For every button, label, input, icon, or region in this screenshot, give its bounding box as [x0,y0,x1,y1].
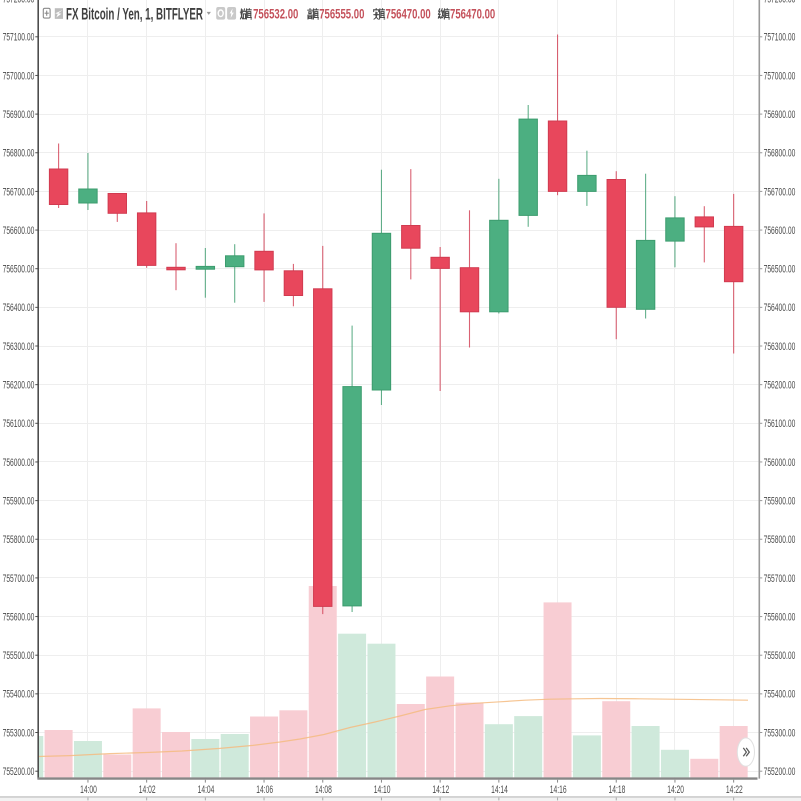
svg-text:756400.00: 756400.00 [764,302,796,314]
svg-text:14:20: 14:20 [667,783,684,795]
svg-text:14:18: 14:18 [609,783,626,795]
svg-text:755600.00: 755600.00 [3,611,35,623]
svg-text:757200.00: 757200.00 [764,0,796,5]
svg-text:14:14: 14:14 [491,783,508,795]
svg-text:756300.00: 756300.00 [3,340,35,352]
svg-text:755200.00: 755200.00 [3,765,35,777]
svg-text:757200.00: 757200.00 [3,0,35,5]
svg-text:755600.00: 755600.00 [764,611,796,623]
svg-text:757000.00: 757000.00 [764,70,796,82]
svg-text:755400.00: 755400.00 [3,688,35,700]
svg-text:756300.00: 756300.00 [764,340,796,352]
svg-text:14:08: 14:08 [315,783,332,795]
svg-text:14:22: 14:22 [726,783,743,795]
svg-text:755900.00: 755900.00 [3,495,35,507]
svg-text:755800.00: 755800.00 [764,533,796,545]
svg-text:14:02: 14:02 [139,783,156,795]
svg-text:14:10: 14:10 [374,783,391,795]
svg-text:756500.00: 756500.00 [3,263,35,275]
svg-text:756200.00: 756200.00 [3,379,35,391]
svg-text:14:06: 14:06 [256,783,273,795]
svg-text:756555.00: 756555.00 [319,6,364,22]
svg-text:756500.00: 756500.00 [764,263,796,275]
svg-text:756800.00: 756800.00 [764,147,796,159]
svg-text:755700.00: 755700.00 [3,572,35,584]
svg-text:756400.00: 756400.00 [3,302,35,314]
svg-text:755200.00: 755200.00 [764,765,796,777]
svg-text:FX Bitcoin / Yen, 1, BITFLYER: FX Bitcoin / Yen, 1, BITFLYER [66,4,203,24]
svg-text:756600.00: 756600.00 [764,224,796,236]
svg-text:756200.00: 756200.00 [764,379,796,391]
svg-text:756800.00: 756800.00 [3,147,35,159]
svg-text:756000.00: 756000.00 [3,456,35,468]
svg-text:756600.00: 756600.00 [3,224,35,236]
svg-text:757100.00: 757100.00 [764,31,796,43]
svg-text:757100.00: 757100.00 [3,31,35,43]
svg-text:755300.00: 755300.00 [764,727,796,739]
svg-text:755800.00: 755800.00 [3,533,35,545]
svg-text:14:00: 14:00 [80,783,97,795]
svg-text:756470.00: 756470.00 [450,6,495,22]
svg-text:756470.00: 756470.00 [386,6,431,22]
svg-text:14:12: 14:12 [432,783,449,795]
svg-text:755500.00: 755500.00 [3,649,35,661]
svg-text:755300.00: 755300.00 [3,727,35,739]
svg-text:756700.00: 756700.00 [764,186,796,198]
svg-text:756900.00: 756900.00 [3,108,35,120]
svg-text:755500.00: 755500.00 [764,649,796,661]
svg-text:756100.00: 756100.00 [3,418,35,430]
svg-text:14:16: 14:16 [550,783,567,795]
svg-text:756000.00: 756000.00 [764,456,796,468]
svg-text:755700.00: 755700.00 [764,572,796,584]
svg-text:755400.00: 755400.00 [764,688,796,700]
svg-text:757000.00: 757000.00 [3,70,35,82]
svg-text:756100.00: 756100.00 [764,418,796,430]
svg-text:756532.00: 756532.00 [253,6,298,22]
svg-text:756900.00: 756900.00 [764,108,796,120]
svg-text:755900.00: 755900.00 [764,495,796,507]
svg-text:756700.00: 756700.00 [3,186,35,198]
svg-text:14:04: 14:04 [198,783,215,795]
